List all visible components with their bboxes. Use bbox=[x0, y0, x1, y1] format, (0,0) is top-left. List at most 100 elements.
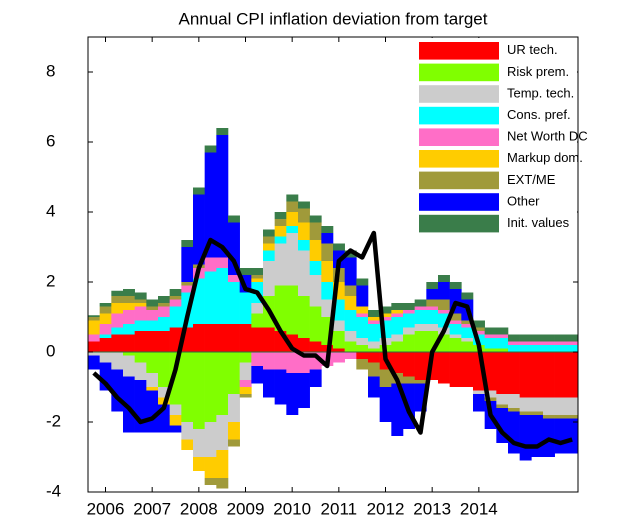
bar-segment bbox=[134, 362, 147, 380]
bar-segment bbox=[379, 369, 392, 387]
chart-title: Annual CPI inflation deviation from targ… bbox=[178, 9, 487, 28]
bar-segment bbox=[239, 268, 252, 275]
bar-segment bbox=[333, 299, 345, 321]
bar-segment bbox=[508, 394, 520, 408]
bar-segment bbox=[508, 408, 520, 412]
bar-segment bbox=[146, 299, 159, 307]
bar-segment bbox=[403, 352, 415, 377]
bar-segment bbox=[204, 152, 217, 258]
bar-segment bbox=[554, 418, 567, 454]
x-tick-label: 2007 bbox=[133, 499, 171, 518]
bar-segment bbox=[111, 303, 124, 314]
bar-segment bbox=[111, 327, 124, 335]
bar-segment bbox=[123, 324, 135, 335]
bar-segment bbox=[286, 352, 299, 373]
legend-swatch bbox=[419, 214, 499, 233]
bar-segment bbox=[403, 313, 415, 328]
legend-label: UR tech. bbox=[507, 42, 558, 57]
bar-segment bbox=[204, 352, 217, 422]
bar-segment bbox=[531, 352, 544, 398]
bar-segment bbox=[286, 334, 299, 352]
bar-segment bbox=[531, 411, 544, 415]
bar-segment bbox=[379, 306, 392, 314]
legend-label: Net Worth DC bbox=[507, 129, 588, 144]
x-tick-label: 2013 bbox=[413, 499, 451, 518]
bar-segment bbox=[356, 306, 369, 314]
bar-segment bbox=[426, 324, 439, 331]
bar-segment bbox=[379, 317, 392, 321]
bar-segment bbox=[251, 366, 264, 384]
bar-segment bbox=[286, 373, 299, 415]
x-tick-label: 2011 bbox=[321, 499, 358, 518]
bar-segment bbox=[263, 236, 275, 244]
bar-segment bbox=[403, 376, 415, 384]
bar-segment bbox=[239, 380, 252, 387]
bar-segment bbox=[134, 352, 147, 363]
bar-segment bbox=[146, 387, 159, 391]
bar-segment bbox=[496, 408, 509, 443]
bar-segment bbox=[566, 397, 579, 415]
bar-segment bbox=[251, 268, 264, 275]
bar-segment bbox=[286, 233, 299, 286]
bar-segment bbox=[333, 331, 345, 349]
bar-segment bbox=[298, 240, 310, 251]
bar-segment bbox=[368, 348, 380, 352]
bar-segment bbox=[391, 334, 404, 342]
x-tick-label: 2008 bbox=[180, 499, 218, 518]
legend-swatch bbox=[419, 63, 499, 82]
legend-swatch bbox=[419, 171, 499, 190]
bar-segment bbox=[193, 278, 205, 324]
bar-segment bbox=[216, 415, 229, 450]
bar-segment bbox=[333, 282, 345, 300]
bar-segment bbox=[449, 320, 462, 324]
bar-segment bbox=[263, 250, 275, 261]
bar-segment bbox=[344, 250, 357, 258]
bar-segment bbox=[414, 324, 427, 331]
y-tick-label: 8 bbox=[46, 61, 55, 80]
bar-segment bbox=[426, 331, 439, 352]
bar-segment bbox=[368, 324, 380, 342]
bar-segment bbox=[356, 345, 369, 352]
bar-segment bbox=[158, 331, 170, 352]
bar-segment bbox=[519, 397, 532, 412]
bar-segment bbox=[391, 303, 404, 310]
bar-segment bbox=[438, 334, 450, 352]
bar-segment bbox=[99, 303, 112, 307]
bar-segment bbox=[309, 369, 322, 387]
bar-segment bbox=[298, 373, 310, 408]
bar-segment bbox=[391, 313, 404, 317]
bar-segment bbox=[204, 324, 217, 352]
bar-segment bbox=[438, 275, 450, 282]
bar-segment bbox=[274, 236, 287, 244]
bar-segment bbox=[298, 208, 310, 223]
bar-segment bbox=[134, 320, 147, 331]
bar-segment bbox=[484, 338, 497, 349]
bar-segment bbox=[193, 187, 205, 195]
bar-segment bbox=[344, 341, 357, 352]
bar-segment bbox=[263, 229, 275, 237]
bar-segment bbox=[321, 233, 334, 244]
bar-segment bbox=[449, 324, 462, 335]
bar-segment bbox=[414, 352, 427, 380]
bar-segment bbox=[286, 212, 299, 226]
bar-segment bbox=[309, 275, 322, 307]
bar-segment bbox=[414, 310, 427, 324]
bar-segment bbox=[461, 324, 474, 328]
bar-segment bbox=[449, 352, 462, 387]
bar-segment bbox=[391, 352, 404, 373]
bar-segment bbox=[543, 341, 555, 345]
bar-segment bbox=[414, 306, 427, 310]
bar-segment bbox=[426, 306, 439, 310]
bar-segment bbox=[321, 317, 334, 345]
bar-segment bbox=[379, 387, 392, 422]
bar-segment bbox=[368, 317, 380, 321]
bar-segment bbox=[484, 390, 497, 398]
bar-segment bbox=[169, 352, 182, 405]
bar-segment bbox=[414, 380, 427, 384]
bar-segment bbox=[286, 285, 299, 335]
bar-segment bbox=[228, 352, 240, 394]
legend-swatch bbox=[419, 85, 499, 103]
bar-segment bbox=[356, 359, 369, 370]
bar-segment bbox=[99, 338, 112, 352]
